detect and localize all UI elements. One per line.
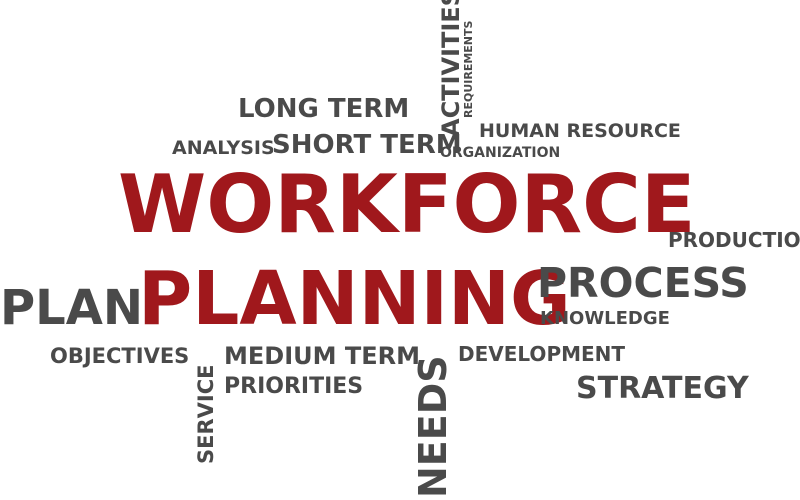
word-workforce: WORKFORCE <box>118 158 696 251</box>
word-organization: ORGANIZATION <box>440 145 561 161</box>
word-medium-term: MEDIUM TERM <box>224 342 420 370</box>
word-requirements: REQUIREMENTS <box>462 20 475 118</box>
word-analysis: ANALYSIS <box>172 137 275 159</box>
word-knowledge: KNOWLEDGE <box>540 308 670 329</box>
word-development: DEVELOPMENT <box>458 342 626 366</box>
word-plan: PLAN <box>0 280 144 336</box>
word-activities: ACTIVITIES <box>437 0 465 137</box>
word-production: PRODUCTION <box>668 228 800 252</box>
word-strategy: STRATEGY <box>576 371 749 406</box>
word-needs: NEEDS <box>411 355 455 498</box>
word-priorities: PRIORITIES <box>224 374 364 399</box>
word-short-term: SHORT TERM <box>272 130 462 160</box>
word-objectives: OBJECTIVES <box>50 344 190 368</box>
word-process: PROCESS <box>537 259 749 307</box>
word-long-term: LONG TERM <box>238 94 410 124</box>
word-service: SERVICE <box>194 364 218 464</box>
word-human-resource: HUMAN RESOURCE <box>479 120 681 142</box>
word-planning: PLANNING <box>138 256 571 342</box>
